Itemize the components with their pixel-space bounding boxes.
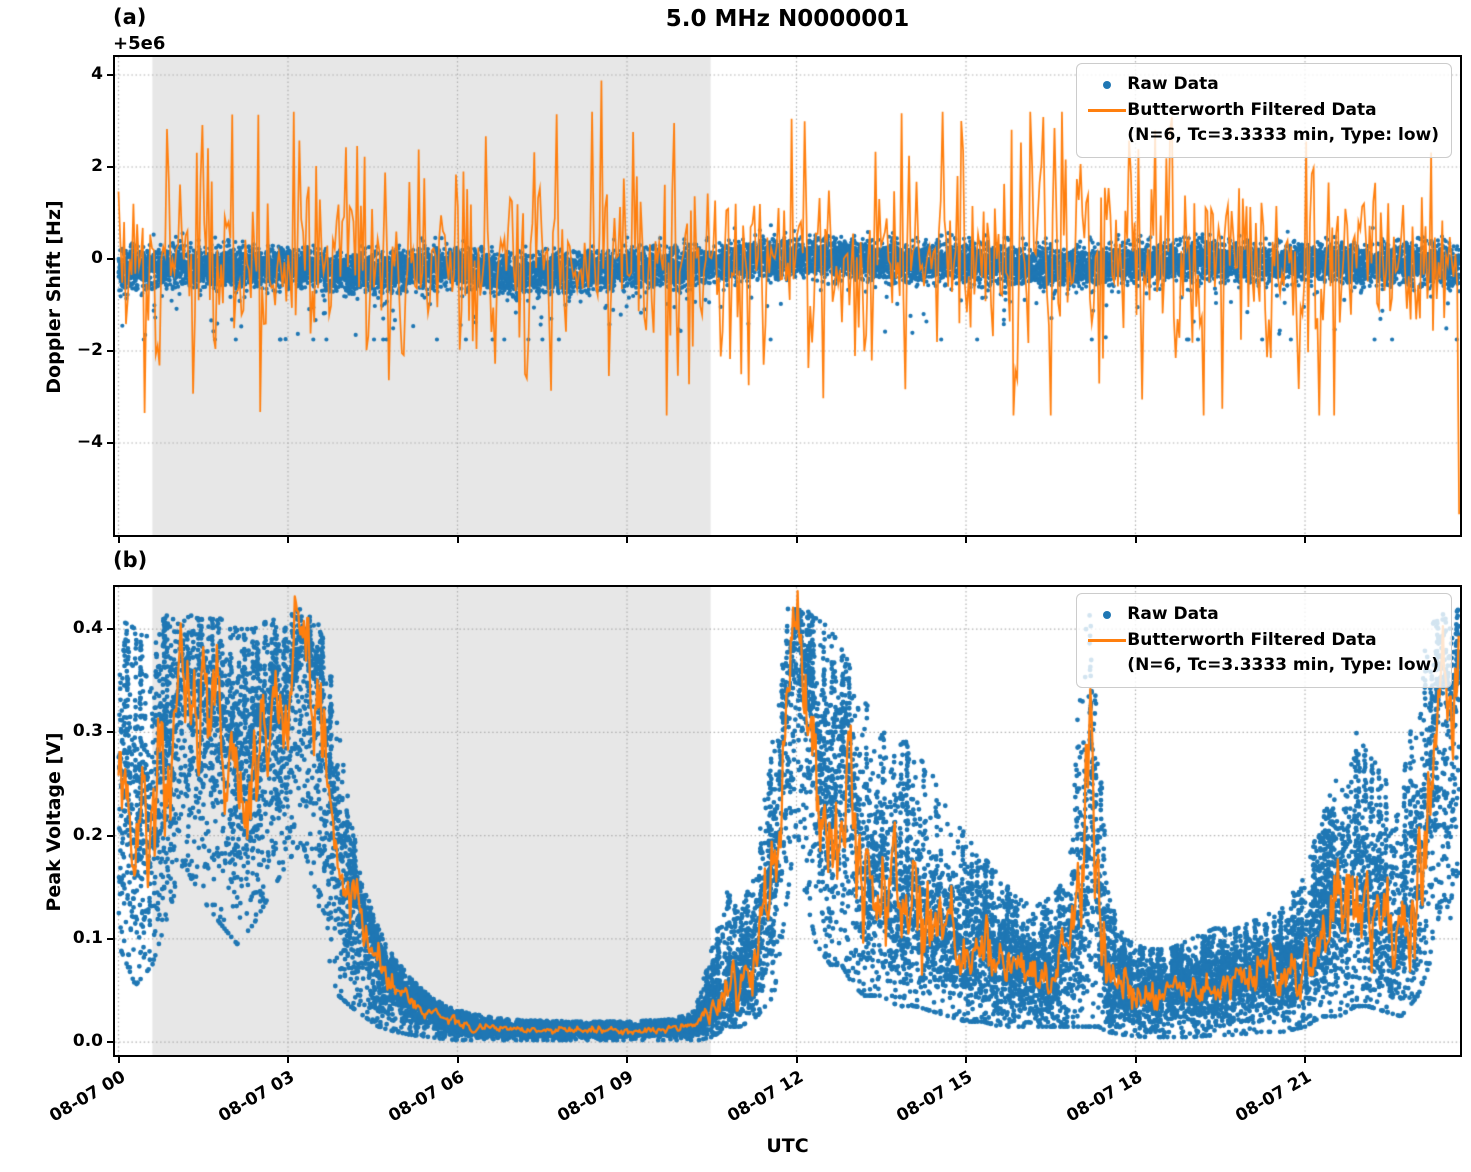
x-tickmark xyxy=(456,535,459,543)
y-tickmark xyxy=(107,628,115,631)
panel-a-legend: Raw Data Butterworth Filtered Data (N=6,… xyxy=(1076,63,1452,158)
x-tick-label: 08-07 18 xyxy=(1062,1067,1146,1127)
panel-a-axes: Raw Data Butterworth Filtered Data (N=6,… xyxy=(113,55,1462,537)
x-tickmark xyxy=(117,535,120,543)
x-tickmark xyxy=(117,1055,120,1063)
x-tick-label: 08-07 03 xyxy=(215,1067,298,1127)
x-tick-label: 08-07 15 xyxy=(893,1067,976,1127)
x-tickmark xyxy=(1134,1055,1137,1063)
raw-data-marker-icon xyxy=(1103,610,1112,619)
legend-filtered-label-line2: (N=6, Tc=3.3333 min, Type: low) xyxy=(1127,125,1439,145)
x-tickmark xyxy=(287,535,289,543)
x-tickmark xyxy=(1134,535,1137,543)
x-tickmark xyxy=(456,1055,459,1063)
x-tickmark xyxy=(965,1055,967,1063)
legend-filtered-label-line1: Butterworth Filtered Data xyxy=(1127,99,1377,120)
y-tick-label: 4 xyxy=(91,63,103,84)
legend-filtered-entry: Butterworth Filtered Data (N=6, Tc=3.333… xyxy=(1087,628,1439,679)
legend-filtered-entry: Butterworth Filtered Data (N=6, Tc=3.333… xyxy=(1087,98,1439,149)
legend-filtered-label-line2: (N=6, Tc=3.3333 min, Type: low) xyxy=(1127,655,1439,675)
x-tickmark xyxy=(795,535,798,543)
y-tick-label: 0.3 xyxy=(72,721,103,742)
x-tick-label: 08-07 21 xyxy=(1232,1067,1316,1127)
y-tick-label: 0.1 xyxy=(72,927,103,948)
x-tick-label: 08-07 06 xyxy=(384,1067,468,1127)
panel-b-axes: Raw Data Butterworth Filtered Data (N=6,… xyxy=(113,585,1462,1057)
y-tickmark xyxy=(107,349,115,352)
panel-a-label: (a) xyxy=(113,5,147,29)
filtered-line-marker-icon xyxy=(1088,638,1127,642)
y-tick-label: 0.4 xyxy=(72,618,103,639)
x-tick-label: 08-07 09 xyxy=(554,1067,637,1127)
x-tickmark xyxy=(1304,535,1307,543)
y-tick-label: −4 xyxy=(76,431,103,452)
panel-b-label: (b) xyxy=(113,548,148,572)
legend-raw-entry: Raw Data xyxy=(1087,602,1439,628)
y-tickmark xyxy=(107,834,115,837)
raw-data-marker-icon xyxy=(1103,80,1112,89)
y-tickmark xyxy=(107,257,115,260)
x-tickmark xyxy=(287,1055,289,1063)
chart-title: 5.0 MHz N0000001 xyxy=(665,6,910,32)
y-tickmark xyxy=(107,937,115,940)
legend-raw-label: Raw Data xyxy=(1127,604,1219,624)
x-tickmark xyxy=(626,1055,628,1063)
panel-b-ylabel: Peak Voltage [V] xyxy=(43,732,65,912)
y-tickmark xyxy=(107,1041,115,1044)
x-tickmark xyxy=(795,1055,798,1063)
legend-raw-entry: Raw Data xyxy=(1087,72,1439,98)
legend-raw-label: Raw Data xyxy=(1127,74,1219,94)
x-tickmark xyxy=(965,535,967,543)
y-tick-label: −2 xyxy=(76,339,103,360)
x-tickmark xyxy=(626,535,628,543)
y-tick-label: 0.0 xyxy=(72,1031,103,1052)
filtered-line-marker-icon xyxy=(1088,108,1127,112)
panel-b-legend: Raw Data Butterworth Filtered Data (N=6,… xyxy=(1076,593,1452,688)
x-tickmark xyxy=(1304,1055,1307,1063)
panel-a-y-offset-label: +5e6 xyxy=(113,33,166,54)
panel-a-ylabel: Doppler Shift [Hz] xyxy=(43,200,65,394)
y-tick-label: 0 xyxy=(91,247,103,268)
x-tick-label: 08-07 12 xyxy=(723,1067,807,1127)
legend-filtered-label-line1: Butterworth Filtered Data xyxy=(1127,629,1377,650)
y-tickmark xyxy=(107,441,115,444)
y-tickmark xyxy=(107,731,115,734)
x-tick-label: 08-07 00 xyxy=(45,1067,129,1127)
y-tickmark xyxy=(107,73,115,76)
y-tick-label: 0.2 xyxy=(72,824,103,845)
y-tickmark xyxy=(107,165,115,168)
y-tick-label: 2 xyxy=(91,155,103,176)
x-axis-label: UTC xyxy=(766,1135,809,1157)
